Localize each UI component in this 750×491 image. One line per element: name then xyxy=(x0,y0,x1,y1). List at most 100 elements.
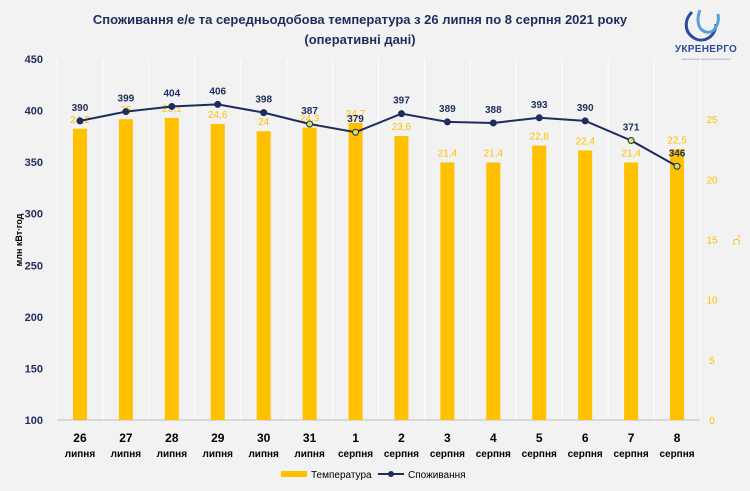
consumption-line xyxy=(79,103,678,168)
x-tick-label-day: 7 xyxy=(628,431,635,445)
consumption-point xyxy=(352,128,360,136)
consumption-data-label: 389 xyxy=(439,104,456,115)
temperature-bar xyxy=(440,162,455,420)
x-tick-label-day: 4 xyxy=(490,431,497,445)
x-tick-label-month: липня xyxy=(248,449,279,460)
consumption-point xyxy=(535,114,543,122)
temperature-data-label: 23,6 xyxy=(392,122,412,133)
temperature-bar xyxy=(348,122,363,420)
x-tick-label-month: серпня xyxy=(476,449,511,460)
x-tick-label-month: серпня xyxy=(614,449,649,460)
consumption-point xyxy=(76,117,84,125)
x-tick-label-month: липня xyxy=(65,449,96,460)
consumption-point xyxy=(122,108,130,116)
consumption-data-label: 406 xyxy=(209,86,226,97)
temperature-data-label: 24 xyxy=(258,117,270,128)
temperature-data-label: 21,4 xyxy=(484,148,504,159)
consumption-data-label: 346 xyxy=(669,148,686,159)
x-tick-label-month: серпня xyxy=(338,449,373,460)
consumption-point xyxy=(489,119,497,127)
consumption-point xyxy=(306,120,314,128)
consumption-data-label: 390 xyxy=(72,103,89,114)
consumption-data-label: 397 xyxy=(393,96,410,107)
y-left-tick-label: 400 xyxy=(25,106,43,118)
x-tick-label-day: 6 xyxy=(582,431,589,445)
y-right-tick-label: 25 xyxy=(706,115,718,126)
consumption-data-label: 398 xyxy=(255,95,272,106)
x-tick-label-day: 27 xyxy=(119,431,133,445)
consumption-point xyxy=(581,117,589,125)
temperature-bar xyxy=(164,117,179,421)
chart-subtitle: (оперативні дані) xyxy=(304,32,416,47)
consumption-data-label: 393 xyxy=(531,100,548,111)
consumption-data-label: 404 xyxy=(163,88,180,99)
x-tick-label-day: 28 xyxy=(165,431,179,445)
consumption-data-label: 390 xyxy=(577,103,594,114)
x-tick-label-day: 3 xyxy=(444,431,451,445)
consumption-data-label: 379 xyxy=(347,114,364,125)
x-tick-label-month: серпня xyxy=(568,449,603,460)
consumption-data-label: 399 xyxy=(118,94,135,105)
logo-subtitle: Національна енергетична компанія xyxy=(681,57,731,61)
consumption-point xyxy=(260,109,268,117)
temperature-bar xyxy=(72,128,87,420)
x-tick-label-day: 31 xyxy=(303,431,317,445)
y-right-tick-label: 5 xyxy=(709,356,715,367)
temperature-bar xyxy=(256,131,271,420)
x-tick-label-day: 5 xyxy=(536,431,543,445)
x-tick-label-month: липня xyxy=(203,449,234,460)
x-tick-label-month: серпня xyxy=(384,449,419,460)
temperature-data-label: 21,4 xyxy=(438,148,458,159)
y-left-tick-label: 350 xyxy=(25,157,43,169)
legend-swatch-consumption-marker xyxy=(388,471,394,477)
y-left-tick-label: 300 xyxy=(25,209,43,221)
temperature-bar xyxy=(578,150,593,420)
temperature-data-label: 22,4 xyxy=(575,136,595,147)
y-left-tick-label: 450 xyxy=(25,54,43,66)
x-tick-label-month: серпня xyxy=(430,449,465,460)
temperature-bar xyxy=(210,123,225,420)
y-right-tick-label: 20 xyxy=(706,175,718,186)
y-right-tick-label: 10 xyxy=(706,296,718,307)
y-left-tick-label: 100 xyxy=(25,415,43,427)
temperature-bar xyxy=(118,119,133,421)
chart-title: Споживання е/е та середньодобова темпера… xyxy=(92,12,628,27)
x-tick-label-day: 1 xyxy=(352,431,359,445)
temperature-bar xyxy=(394,136,409,420)
legend-swatch-temperature xyxy=(281,471,307,477)
x-tick-label-month: серпня xyxy=(522,449,557,460)
consumption-point xyxy=(168,102,176,110)
temperature-data-label: 22,8 xyxy=(530,132,550,143)
consumption-point xyxy=(397,110,405,118)
x-tick-label-day: 2 xyxy=(398,431,405,445)
x-tick-label-day: 8 xyxy=(674,431,681,445)
consumption-point xyxy=(627,136,635,144)
y-right-tick-label: 15 xyxy=(706,236,718,247)
consumption-data-label: 371 xyxy=(623,122,640,133)
x-tick-label-month: липня xyxy=(157,449,188,460)
temperature-data-label: 24,3 xyxy=(300,114,320,125)
temperature-data-label: 24,6 xyxy=(208,110,228,121)
consumption-data-label: 387 xyxy=(301,106,318,117)
x-tick-label-day: 29 xyxy=(211,431,225,445)
y-left-tick-label: 200 xyxy=(25,312,43,324)
temperature-data-label: 24,7 xyxy=(346,109,366,120)
temperature-bar xyxy=(302,127,317,420)
x-tick-label-month: липня xyxy=(294,449,325,460)
temperature-bar xyxy=(532,145,547,420)
x-tick-label-month: липня xyxy=(111,449,142,460)
temperature-bar xyxy=(624,162,639,420)
x-tick-label-day: 30 xyxy=(257,431,271,445)
y-right-tick-label: 0 xyxy=(709,416,715,427)
ukrenergo-logo-icon xyxy=(684,9,720,42)
logo-name: УКРЕНЕРГО xyxy=(674,44,738,55)
consumption-point xyxy=(443,118,451,126)
consumption-data-label: 388 xyxy=(485,105,502,116)
temperature-bar xyxy=(670,149,685,420)
x-tick-label-day: 26 xyxy=(73,431,87,445)
ukrenergo-logo: УКРЕНЕРГО Національна енергетична компан… xyxy=(668,6,744,70)
x-tick-label-month: серпня xyxy=(659,449,694,460)
y-left-tick-label: 250 xyxy=(25,260,43,272)
